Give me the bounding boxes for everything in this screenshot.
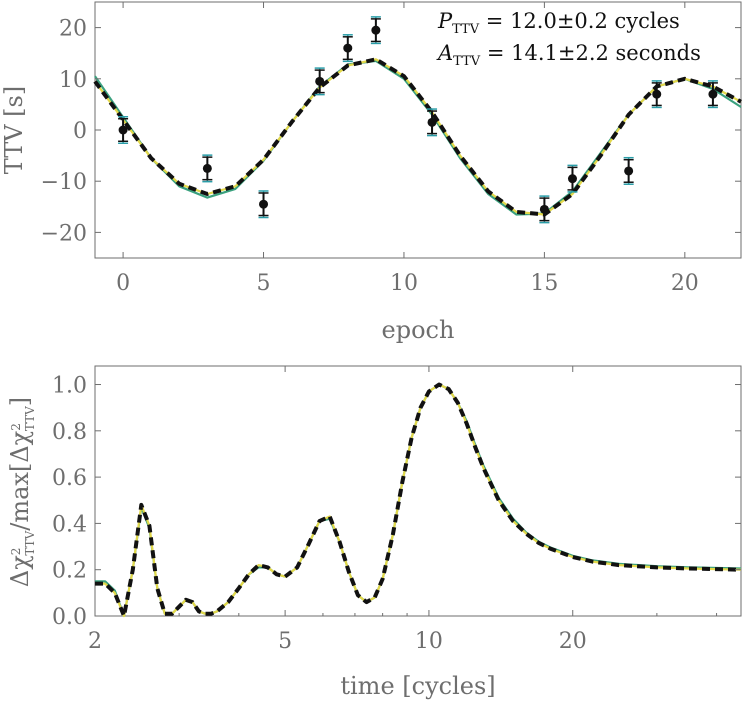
ttv-x-tick-label: 5 xyxy=(257,271,271,296)
ttv-y-tick-label: 0 xyxy=(73,119,87,144)
ttv-y-tick-label: −20 xyxy=(41,221,87,246)
ttv-data-point xyxy=(427,108,438,137)
ttv-data-point xyxy=(567,164,578,193)
amplitude-symbol: A xyxy=(436,41,453,65)
ttv-model-curve-3 xyxy=(93,57,742,217)
ttv-x-axis-title: epoch xyxy=(382,316,455,344)
chi2-ylabel-part-3: ] xyxy=(6,397,34,406)
chi2-y-tick-label: 1.0 xyxy=(52,374,87,399)
ttv-point-marker xyxy=(427,117,437,127)
chi2-y-tick-label: 0.8 xyxy=(52,420,87,445)
ttv-panel: 0 5 10 15 20 −20 −10 0 10 20 epoch TTV [s] PTTV … xyxy=(0,1,742,344)
ttv-data-point xyxy=(258,190,269,219)
chi2-y-tick-label: 0.4 xyxy=(52,512,87,537)
ttv-data-point xyxy=(370,16,381,45)
ttv-point-marker xyxy=(567,174,577,184)
ttv-data-point xyxy=(707,80,718,109)
chi2-y-ticks: 0.0 0.2 0.4 0.6 0.8 1.0 xyxy=(52,374,741,630)
ttv-x-tick-label: 0 xyxy=(116,271,130,296)
ttv-point-marker xyxy=(371,25,381,35)
ttv-data-point xyxy=(623,156,634,185)
period-value: = 12.0±0.2 cycles xyxy=(479,9,680,33)
chi2-x-tick-label: 20 xyxy=(559,629,587,654)
ttv-point-marker xyxy=(259,199,269,209)
period-symbol: P xyxy=(437,9,453,33)
ttv-point-marker xyxy=(118,125,128,135)
ttv-x-ticks: 0 5 10 15 20 xyxy=(116,2,699,296)
chi2-ylabel-sup-1: 2 xyxy=(9,548,23,556)
chi2-y-axis-title: Δχ2TTV/max[Δχ2TTV] xyxy=(6,397,37,587)
ttv-y-ticks: −20 −10 0 10 20 xyxy=(41,17,741,246)
chi2-y-tick-label: 0.2 xyxy=(52,559,87,584)
ttv-point-marker xyxy=(652,89,662,99)
ttv-data-point xyxy=(342,34,353,63)
ttv-point-marker xyxy=(315,76,325,86)
chi2-x-axis-title: time [cycles] xyxy=(340,672,495,700)
ttv-data-point xyxy=(651,80,662,109)
ttv-data-point xyxy=(202,154,213,183)
ttv-y-tick-label: 10 xyxy=(59,68,87,93)
ttv-data-point xyxy=(314,67,325,96)
chi2-ylabel-sub-1: TTV xyxy=(23,530,37,555)
ttv-point-marker xyxy=(708,89,718,99)
ttv-y-axis-title: TTV [s] xyxy=(0,86,28,174)
ttv-data-point xyxy=(539,195,550,224)
chi2-curves xyxy=(95,382,742,618)
period-subscript: TTV xyxy=(452,22,480,37)
chi2-ylabel-part-1: Δχ xyxy=(6,555,34,587)
chi2-x-tick-label: 10 xyxy=(415,629,443,654)
ttv-x-tick-label: 20 xyxy=(671,271,699,296)
ttv-y-tick-label: −10 xyxy=(41,170,87,195)
amplitude-subscript: TTV xyxy=(453,54,481,69)
amplitude-value: = 14.1±2.2 seconds xyxy=(480,41,701,65)
chi2-curve-3 xyxy=(95,382,742,618)
chi2-ylabel-sup-2: 2 xyxy=(9,423,23,431)
ttv-x-tick-label: 10 xyxy=(390,271,418,296)
ttv-data-point xyxy=(118,115,129,145)
chi2-ylabel-part-2: /max[Δχ xyxy=(6,430,34,530)
ttv-model-curve-1 xyxy=(94,59,742,216)
ttv-x-tick-label: 15 xyxy=(530,271,558,296)
chi2-y-tick-label: 0.6 xyxy=(52,466,87,491)
chi2-x-tick-label: 5 xyxy=(278,629,292,654)
amplitude-annotation: ATTV = 14.1±2.2 seconds xyxy=(436,41,701,69)
ttv-point-marker xyxy=(539,204,549,214)
chi2-x-tick-label: 2 xyxy=(88,629,102,654)
ttv-point-marker xyxy=(202,163,212,173)
chi2-x-ticks: 2 5 10 20 xyxy=(88,366,718,654)
chi2-plot-frame xyxy=(94,365,742,617)
ttv-curves xyxy=(93,57,742,217)
chi2-ylabel-sub-2: TTV xyxy=(23,406,37,431)
period-annotation: PTTV = 12.0±0.2 cycles xyxy=(437,9,680,37)
chi2-y-tick-label: 0.0 xyxy=(52,605,87,630)
chi2-panel: 2 5 10 20 0.00.20.40.60.81.0 time [cycles] … xyxy=(6,365,742,700)
ttv-data-points xyxy=(118,16,718,224)
ttv-point-marker xyxy=(624,166,634,176)
ttv-point-marker xyxy=(343,43,353,53)
ttv-y-tick-label: 20 xyxy=(59,17,87,42)
